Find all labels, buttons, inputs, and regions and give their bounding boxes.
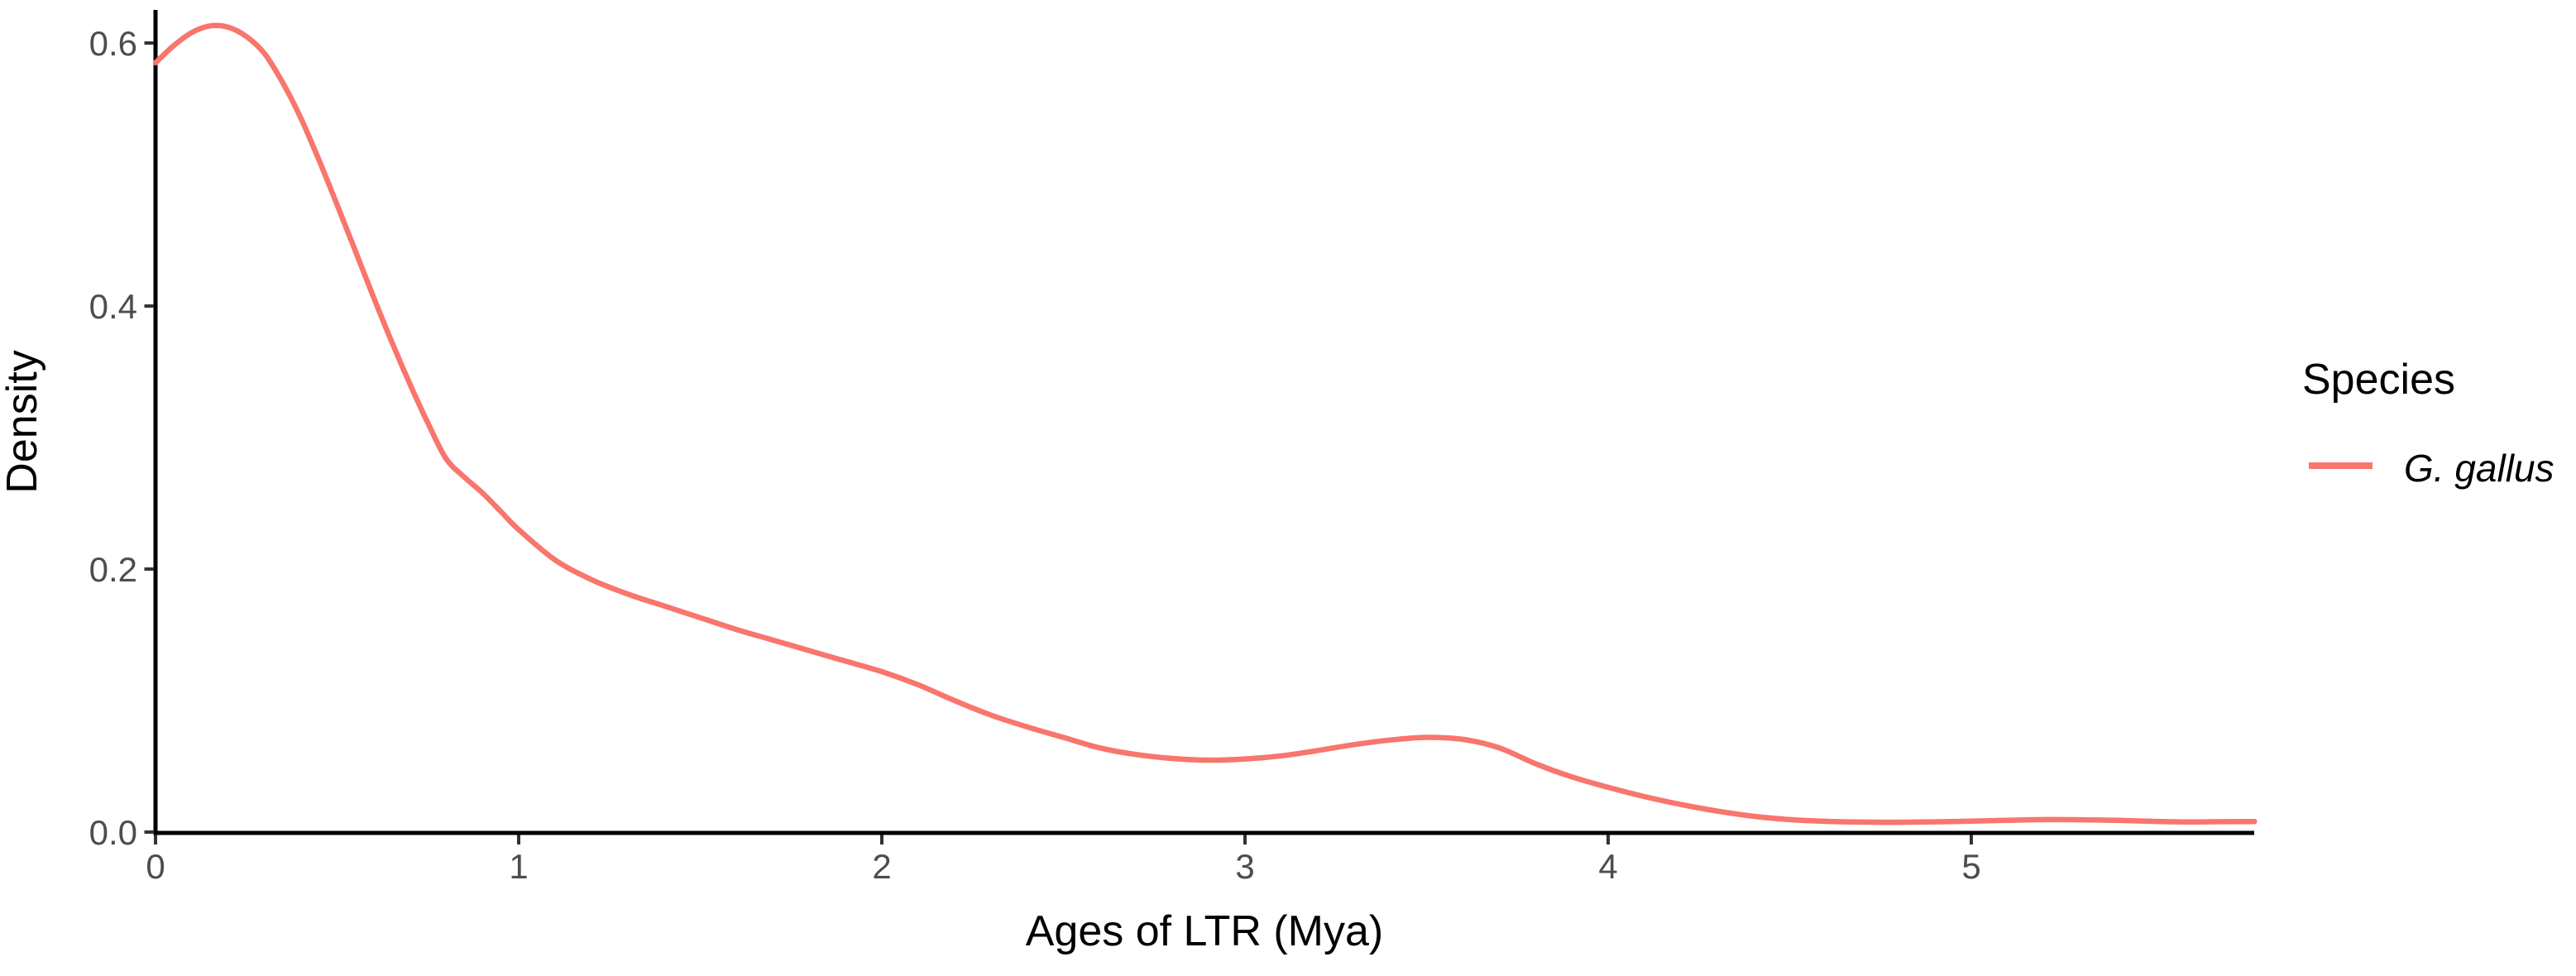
y-axis-ticks: 0.0 0.2 0.4 0.6 xyxy=(89,24,154,852)
x-axis-ticks: 0 1 2 3 4 5 xyxy=(146,835,1981,886)
x-tick-label: 5 xyxy=(1961,847,1980,886)
x-tick-label: 3 xyxy=(1235,847,1254,886)
y-tick-label: 0.0 xyxy=(89,813,137,852)
y-tick-label: 0.4 xyxy=(89,287,137,326)
x-tick-label: 1 xyxy=(509,847,528,886)
density-curve-g-gallus xyxy=(152,22,2258,825)
x-tick-label: 2 xyxy=(872,847,891,886)
x-axis-title: Ages of LTR (Mya) xyxy=(1026,907,1383,955)
x-tick-label: 0 xyxy=(146,847,165,886)
y-axis-title: Density xyxy=(0,350,46,493)
y-tick-label: 0.2 xyxy=(89,550,137,589)
y-tick-label: 0.6 xyxy=(89,24,137,63)
legend-item-label: G. gallus xyxy=(2404,447,2554,490)
legend-title: Species xyxy=(2302,356,2455,404)
x-tick-label: 4 xyxy=(1598,847,1617,886)
legend: Species G. gallus xyxy=(2302,356,2554,490)
